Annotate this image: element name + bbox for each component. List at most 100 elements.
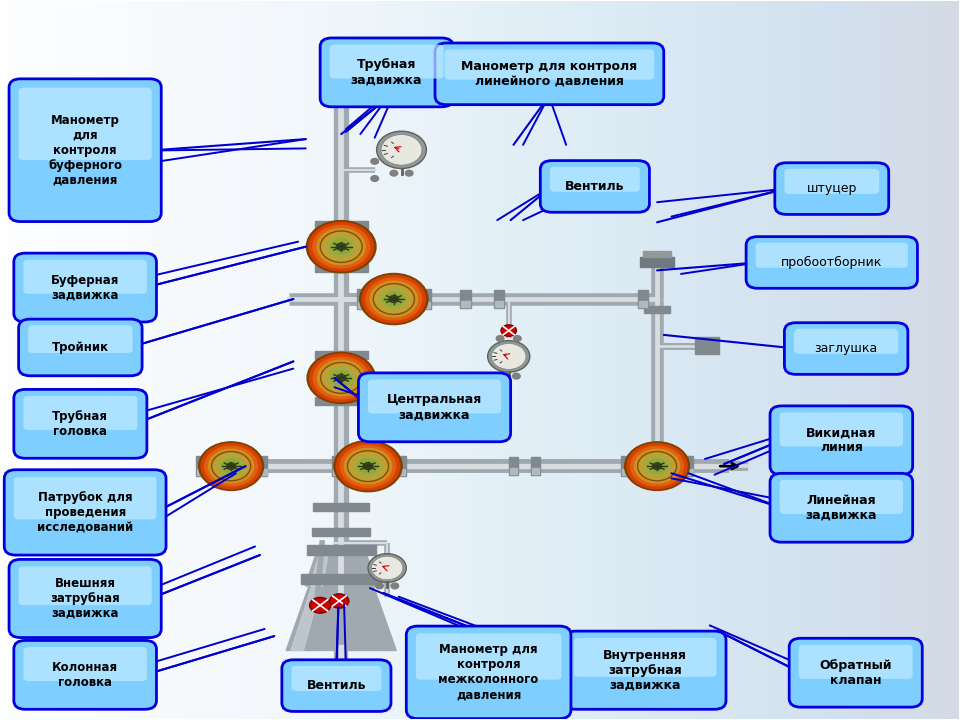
Circle shape <box>317 228 366 265</box>
FancyBboxPatch shape <box>789 639 923 707</box>
FancyBboxPatch shape <box>18 566 152 605</box>
Circle shape <box>323 364 360 392</box>
Text: Центральная
задвижка: Центральная задвижка <box>387 393 482 421</box>
Circle shape <box>371 176 378 181</box>
Bar <box>695 337 719 354</box>
Bar <box>640 257 674 267</box>
Circle shape <box>375 583 383 589</box>
Text: Тройник: Тройник <box>52 341 108 354</box>
Circle shape <box>372 557 403 580</box>
FancyBboxPatch shape <box>756 243 908 268</box>
Bar <box>315 351 368 359</box>
FancyBboxPatch shape <box>770 406 913 474</box>
Text: Внешняя
затрубная
задвижка: Внешняя затрубная задвижка <box>50 577 120 620</box>
FancyBboxPatch shape <box>444 50 654 80</box>
FancyBboxPatch shape <box>799 645 913 679</box>
FancyBboxPatch shape <box>784 168 879 194</box>
Circle shape <box>336 443 399 490</box>
FancyBboxPatch shape <box>18 319 142 376</box>
Circle shape <box>360 274 428 325</box>
FancyBboxPatch shape <box>320 38 453 107</box>
Bar <box>638 289 647 308</box>
FancyBboxPatch shape <box>794 329 899 354</box>
Circle shape <box>326 236 356 258</box>
Text: Вентиль: Вентиль <box>306 679 366 692</box>
Circle shape <box>405 171 413 176</box>
Circle shape <box>336 374 346 382</box>
Circle shape <box>631 446 684 486</box>
Text: Трубная
задвижка: Трубная задвижка <box>351 58 422 86</box>
Bar <box>197 469 204 474</box>
Circle shape <box>381 135 421 165</box>
FancyBboxPatch shape <box>282 660 391 711</box>
FancyBboxPatch shape <box>9 559 161 638</box>
FancyBboxPatch shape <box>4 469 166 555</box>
FancyBboxPatch shape <box>23 260 147 294</box>
Circle shape <box>362 275 425 323</box>
FancyBboxPatch shape <box>368 379 501 413</box>
Circle shape <box>336 243 346 251</box>
Circle shape <box>496 336 504 341</box>
Bar <box>357 289 368 309</box>
Circle shape <box>639 453 675 480</box>
Bar <box>643 251 671 257</box>
Bar <box>259 469 267 474</box>
Text: Внутренняя
затрубная
задвижка: Внутренняя затрубная задвижка <box>603 649 687 692</box>
FancyBboxPatch shape <box>775 163 889 215</box>
Circle shape <box>349 452 387 480</box>
Circle shape <box>313 357 369 399</box>
Text: Буферная
задвижка: Буферная задвижка <box>51 274 119 302</box>
Circle shape <box>488 341 530 372</box>
Bar <box>494 302 503 307</box>
Bar <box>532 469 540 474</box>
Bar <box>644 306 670 313</box>
Circle shape <box>368 554 406 582</box>
FancyBboxPatch shape <box>18 88 152 160</box>
Bar <box>684 469 692 474</box>
Text: Манометр
для
контроля
буферного
давления: Манометр для контроля буферного давления <box>48 114 122 186</box>
FancyBboxPatch shape <box>13 390 147 458</box>
FancyBboxPatch shape <box>416 634 562 680</box>
Circle shape <box>390 171 397 176</box>
Circle shape <box>329 594 348 608</box>
Circle shape <box>379 289 408 310</box>
FancyBboxPatch shape <box>292 666 381 691</box>
Bar <box>396 456 406 476</box>
Circle shape <box>218 456 245 476</box>
Bar <box>315 221 368 229</box>
Circle shape <box>334 441 402 492</box>
Circle shape <box>227 463 235 469</box>
Polygon shape <box>305 550 377 586</box>
Bar <box>639 302 646 307</box>
Circle shape <box>318 360 365 396</box>
Bar <box>622 469 630 474</box>
Circle shape <box>635 449 680 483</box>
Bar <box>397 469 405 474</box>
Bar <box>531 456 540 475</box>
FancyBboxPatch shape <box>9 79 161 222</box>
FancyBboxPatch shape <box>550 166 640 192</box>
Circle shape <box>310 354 372 402</box>
Text: штуцер: штуцер <box>806 182 857 195</box>
Bar <box>313 528 370 536</box>
Circle shape <box>497 373 505 379</box>
Circle shape <box>625 442 689 490</box>
Text: Линейная
задвижка: Линейная задвижка <box>805 494 877 522</box>
Text: пробоотборник: пробоотборник <box>781 256 882 269</box>
Bar <box>621 456 631 476</box>
Circle shape <box>371 158 378 164</box>
Polygon shape <box>310 550 328 586</box>
Circle shape <box>384 292 404 307</box>
Bar <box>684 456 693 476</box>
Circle shape <box>208 449 253 483</box>
Circle shape <box>199 442 264 490</box>
Circle shape <box>627 444 687 489</box>
FancyBboxPatch shape <box>28 325 132 353</box>
Bar <box>331 456 341 476</box>
Bar <box>493 289 504 308</box>
Bar <box>509 456 518 475</box>
Circle shape <box>647 459 666 473</box>
Circle shape <box>313 225 370 268</box>
Circle shape <box>322 232 361 261</box>
FancyBboxPatch shape <box>23 647 147 681</box>
